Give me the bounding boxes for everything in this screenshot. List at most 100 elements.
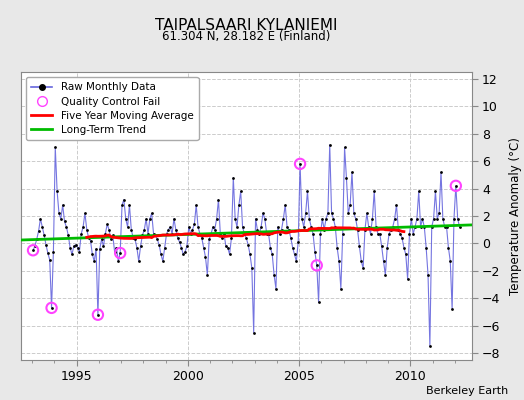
Point [242, 235, 250, 241]
Point [108, 232, 117, 238]
Point [187, 231, 195, 237]
Point [177, 244, 185, 251]
Point [144, 231, 152, 237]
Point [348, 169, 356, 175]
Point [287, 235, 295, 241]
Point [300, 224, 308, 230]
Point [303, 188, 312, 194]
Point [248, 265, 256, 271]
Point [292, 258, 301, 264]
Point [64, 232, 72, 238]
Point [88, 251, 96, 258]
Point [129, 235, 137, 241]
Point [333, 244, 341, 251]
Point [374, 231, 382, 237]
Point [222, 243, 230, 249]
Point [312, 262, 321, 268]
Point [270, 272, 278, 278]
Point [116, 250, 124, 256]
Point [29, 247, 37, 254]
Point [320, 226, 329, 233]
Point [101, 231, 110, 237]
Point [264, 231, 272, 237]
Point [79, 224, 88, 230]
Point [62, 224, 71, 230]
Point [392, 202, 401, 208]
Point [389, 224, 397, 230]
Point [411, 224, 419, 230]
Point [387, 226, 395, 233]
Point [190, 221, 199, 228]
Point [365, 224, 373, 230]
Point [162, 231, 171, 237]
Point [322, 216, 330, 222]
Point [99, 243, 107, 249]
Point [142, 216, 150, 222]
Point [339, 231, 347, 237]
Point [353, 226, 362, 233]
Point [341, 144, 349, 151]
Text: TAIPALSAARI KYLANIEMI: TAIPALSAARI KYLANIEMI [155, 18, 337, 33]
Point [94, 312, 102, 318]
Point [68, 251, 76, 258]
Point [407, 216, 416, 222]
Point [220, 231, 228, 237]
Point [383, 244, 391, 251]
Point [211, 226, 219, 233]
Point [357, 258, 365, 264]
Point [439, 216, 447, 222]
Y-axis label: Temperature Anomaly (°C): Temperature Anomaly (°C) [509, 137, 522, 295]
Point [136, 243, 145, 249]
Point [179, 251, 188, 258]
Point [94, 312, 102, 318]
Point [83, 226, 91, 233]
Point [377, 243, 386, 249]
Point [216, 231, 224, 237]
Point [331, 224, 340, 230]
Point [135, 258, 143, 264]
Point [146, 216, 154, 222]
Point [279, 216, 288, 222]
Point [214, 196, 223, 203]
Point [194, 224, 202, 230]
Point [164, 226, 172, 233]
Point [342, 174, 351, 181]
Point [103, 221, 112, 228]
Point [381, 272, 389, 278]
Point [236, 188, 245, 194]
Point [36, 216, 45, 222]
Point [133, 244, 141, 251]
Point [168, 231, 176, 237]
Point [329, 216, 337, 222]
Point [122, 216, 130, 222]
Point [429, 216, 438, 222]
Point [363, 210, 371, 216]
Point [268, 251, 277, 258]
Point [55, 210, 63, 216]
Point [435, 210, 443, 216]
Point [455, 224, 464, 230]
Point [231, 216, 239, 222]
Point [452, 183, 460, 189]
Point [227, 235, 236, 241]
Point [403, 276, 412, 282]
Point [188, 226, 196, 233]
Point [433, 216, 442, 222]
Point [325, 142, 334, 148]
Legend: Raw Monthly Data, Quality Control Fail, Five Year Moving Average, Long-Term Tren: Raw Monthly Data, Quality Control Fail, … [26, 77, 199, 140]
Point [296, 161, 304, 167]
Point [238, 224, 247, 230]
Point [283, 224, 291, 230]
Point [418, 216, 427, 222]
Point [166, 224, 174, 230]
Point [42, 242, 50, 248]
Point [277, 226, 286, 233]
Point [170, 216, 178, 222]
Point [346, 202, 354, 208]
Point [47, 305, 56, 311]
Point [159, 258, 167, 264]
Point [425, 343, 434, 350]
Point [366, 231, 375, 237]
Point [290, 251, 299, 258]
Point [361, 226, 369, 233]
